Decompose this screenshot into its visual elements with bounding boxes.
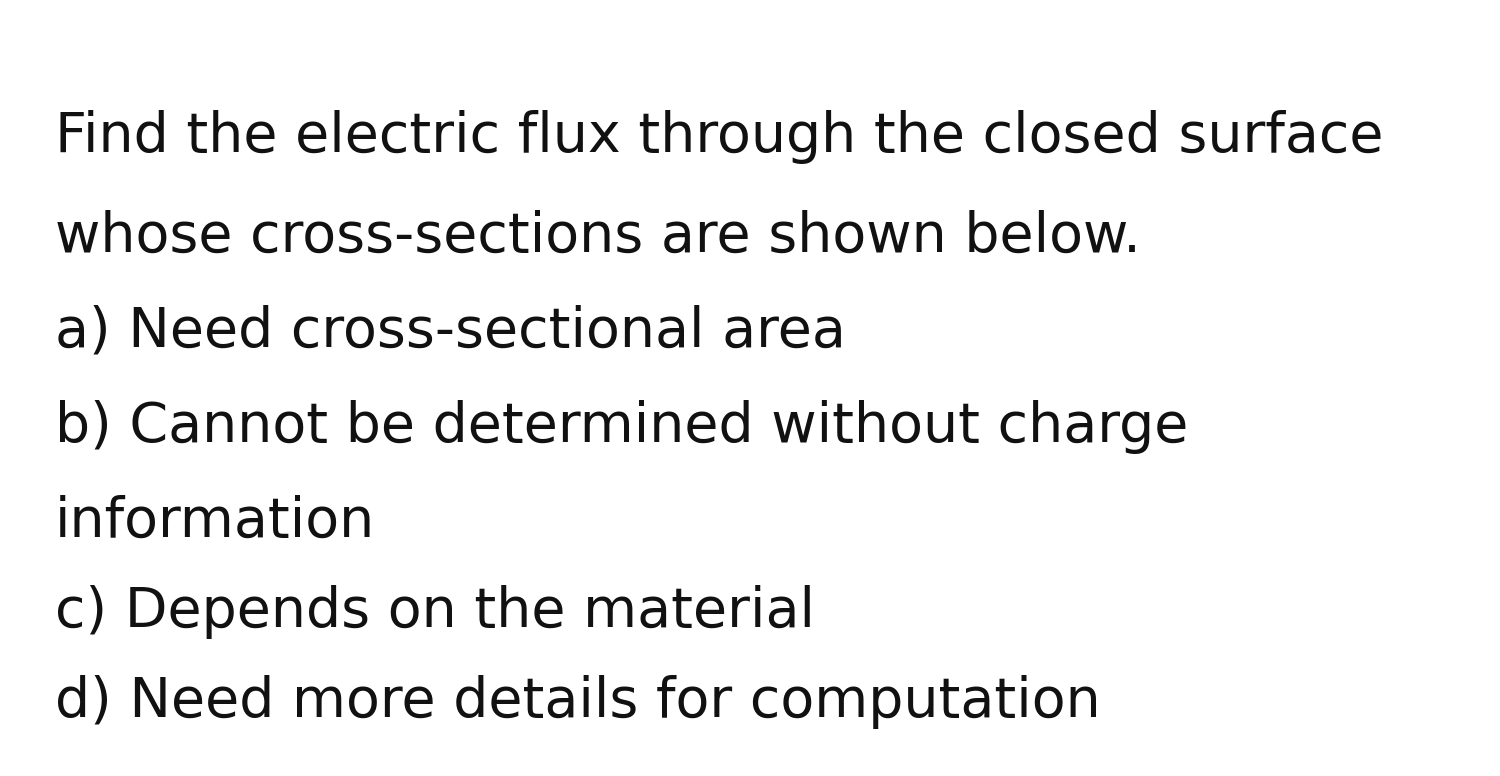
- Text: information: information: [56, 495, 375, 549]
- Text: d) Need more details for computation: d) Need more details for computation: [56, 675, 1101, 729]
- Text: a) Need cross-sectional area: a) Need cross-sectional area: [56, 305, 846, 359]
- Text: c) Depends on the material: c) Depends on the material: [56, 585, 814, 639]
- Text: Find the electric flux through the closed surface: Find the electric flux through the close…: [56, 110, 1383, 164]
- Text: whose cross-sections are shown below.: whose cross-sections are shown below.: [56, 210, 1142, 264]
- Text: b) Cannot be determined without charge: b) Cannot be determined without charge: [56, 400, 1188, 454]
